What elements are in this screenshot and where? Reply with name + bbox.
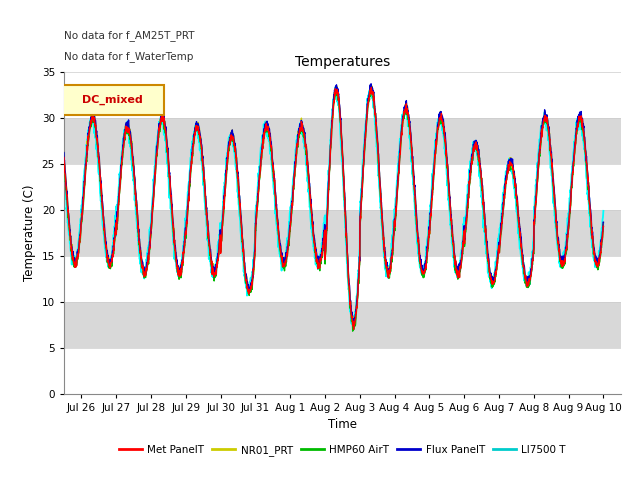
Bar — [64, 302, 621, 348]
Text: No data for f_AM25T_PRT: No data for f_AM25T_PRT — [64, 30, 195, 41]
Text: DC_mixed: DC_mixed — [82, 95, 143, 106]
Bar — [64, 118, 621, 164]
Y-axis label: Temperature (C): Temperature (C) — [23, 184, 36, 281]
Legend: Met PanelT, NR01_PRT, HMP60 AirT, Flux PanelT, LI7500 T: Met PanelT, NR01_PRT, HMP60 AirT, Flux P… — [115, 441, 570, 460]
Bar — [64, 210, 621, 256]
X-axis label: Time: Time — [328, 418, 357, 431]
Title: Temperatures: Temperatures — [295, 56, 390, 70]
Text: No data for f_WaterTemp: No data for f_WaterTemp — [64, 51, 193, 62]
FancyBboxPatch shape — [61, 85, 164, 115]
